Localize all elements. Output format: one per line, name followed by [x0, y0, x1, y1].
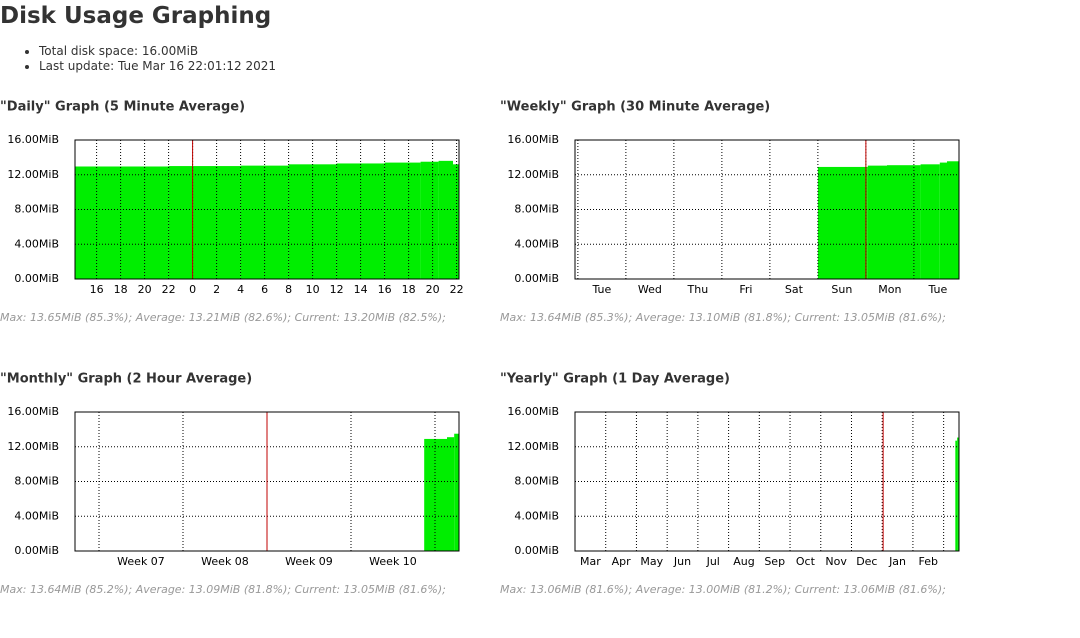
stats-text: Max: 13.64MiB (85.3%); Average: 13.10MiB…	[500, 311, 946, 324]
plot-frame	[74, 411, 460, 552]
x-tick-label: Tue	[927, 283, 947, 296]
x-tick-label: Sun	[831, 283, 852, 296]
y-tick-label: 8.00MiB	[514, 475, 559, 488]
x-tick-label: Wed	[638, 283, 662, 296]
x-tick-label: Jul	[706, 555, 720, 568]
usage-bar	[955, 440, 958, 551]
x-tick-label: Mon	[878, 283, 901, 296]
usage-bar	[420, 161, 439, 279]
info-item: Total disk space: 16.00MiB	[39, 44, 276, 59]
x-tick-label: 16	[90, 283, 104, 296]
usage-bar	[887, 165, 921, 279]
y-tick-label: 0.00MiB	[514, 272, 559, 285]
y-tick-label: 8.00MiB	[514, 203, 559, 216]
x-tick-label: Week 07	[117, 555, 165, 568]
usage-bar	[454, 433, 459, 551]
usage-bar	[384, 162, 421, 279]
y-tick-label: 12.00MiB	[507, 440, 559, 453]
usage-bar	[168, 166, 241, 279]
x-tick-label: 0	[189, 283, 196, 296]
usage-bar	[957, 437, 959, 551]
y-tick-label: 8.00MiB	[14, 203, 59, 216]
y-tick-label: 0.00MiB	[14, 544, 59, 557]
usage-bar	[438, 160, 453, 279]
stats-text: Max: 13.64MiB (85.2%); Average: 13.09MiB…	[0, 583, 446, 596]
plot-frame	[574, 411, 960, 552]
x-tick-label: Aug	[733, 555, 754, 568]
usage-bar	[920, 164, 940, 279]
y-tick-label: 12.00MiB	[7, 440, 59, 453]
y-tick-label: 12.00MiB	[507, 168, 559, 181]
x-tick-label: 20	[426, 283, 440, 296]
x-tick-label: Jun	[673, 555, 691, 568]
stats-text: Max: 13.06MiB (81.6%); Average: 13.00MiB…	[500, 583, 946, 596]
usage-bar	[447, 437, 455, 551]
usage-bar	[817, 166, 868, 279]
x-tick-label: 22	[162, 283, 176, 296]
x-tick-label: 2	[213, 283, 220, 296]
plot-frame	[74, 139, 460, 280]
x-tick-label: 8	[285, 283, 292, 296]
x-tick-label: Week 09	[285, 555, 333, 568]
y-tick-label: 0.00MiB	[514, 544, 559, 557]
x-tick-label: 14	[354, 283, 368, 296]
x-tick-label: Week 08	[201, 555, 249, 568]
y-tick-label: 4.00MiB	[514, 237, 559, 250]
usage-bar	[75, 166, 169, 279]
page-title: Disk Usage Graphing	[0, 3, 272, 29]
y-tick-label: 16.00MiB	[7, 133, 59, 146]
y-tick-label: 16.00MiB	[507, 405, 559, 418]
x-tick-label: 12	[330, 283, 344, 296]
x-tick-label: 6	[261, 283, 268, 296]
x-tick-label: 16	[378, 283, 392, 296]
x-tick-label: Sat	[785, 283, 804, 296]
info-item: Last update: Tue Mar 16 22:01:12 2021	[39, 59, 276, 74]
x-tick-label: Nov	[825, 555, 847, 568]
usage-bar	[867, 165, 887, 279]
x-tick-label: Feb	[919, 555, 938, 568]
stats-text: Max: 13.65MiB (85.3%); Average: 13.21MiB…	[0, 311, 446, 324]
y-tick-label: 16.00MiB	[7, 405, 59, 418]
x-tick-label: Sep	[764, 555, 785, 568]
usage-bar	[453, 164, 459, 279]
chart-title: "Yearly" Graph (1 Day Average)	[500, 372, 730, 387]
x-tick-label: Thu	[687, 283, 709, 296]
x-tick-label: 4	[237, 283, 244, 296]
plot-frame	[574, 139, 960, 280]
x-tick-label: Jan	[888, 555, 906, 568]
chart-title: "Weekly" Graph (30 Minute Average)	[500, 100, 770, 115]
x-tick-label: Dec	[856, 555, 877, 568]
chart-title: "Monthly" Graph (2 Hour Average)	[0, 372, 252, 387]
x-tick-label: Fri	[739, 283, 752, 296]
x-tick-label: 20	[138, 283, 152, 296]
x-tick-label: Apr	[612, 555, 632, 568]
x-tick-label: Oct	[796, 555, 816, 568]
x-tick-label: 10	[306, 283, 320, 296]
y-tick-label: 0.00MiB	[14, 272, 59, 285]
x-tick-label: May	[640, 555, 663, 568]
y-tick-label: 4.00MiB	[514, 509, 559, 522]
chart-title: "Daily" Graph (5 Minute Average)	[0, 100, 245, 115]
x-tick-label: Tue	[591, 283, 611, 296]
y-tick-label: 8.00MiB	[14, 475, 59, 488]
y-tick-label: 4.00MiB	[14, 237, 59, 250]
usage-bar	[939, 162, 947, 279]
info-list: Total disk space: 16.00MiB Last update: …	[0, 44, 276, 73]
x-tick-label: 18	[402, 283, 416, 296]
y-tick-label: 16.00MiB	[507, 133, 559, 146]
x-tick-label: 22	[450, 283, 464, 296]
y-tick-label: 12.00MiB	[7, 168, 59, 181]
x-tick-label: Mar	[580, 555, 601, 568]
usage-bar	[947, 161, 959, 279]
y-tick-label: 4.00MiB	[14, 509, 59, 522]
x-tick-label: Week 10	[369, 555, 417, 568]
usage-bar	[424, 438, 447, 551]
x-tick-label: 18	[114, 283, 128, 296]
